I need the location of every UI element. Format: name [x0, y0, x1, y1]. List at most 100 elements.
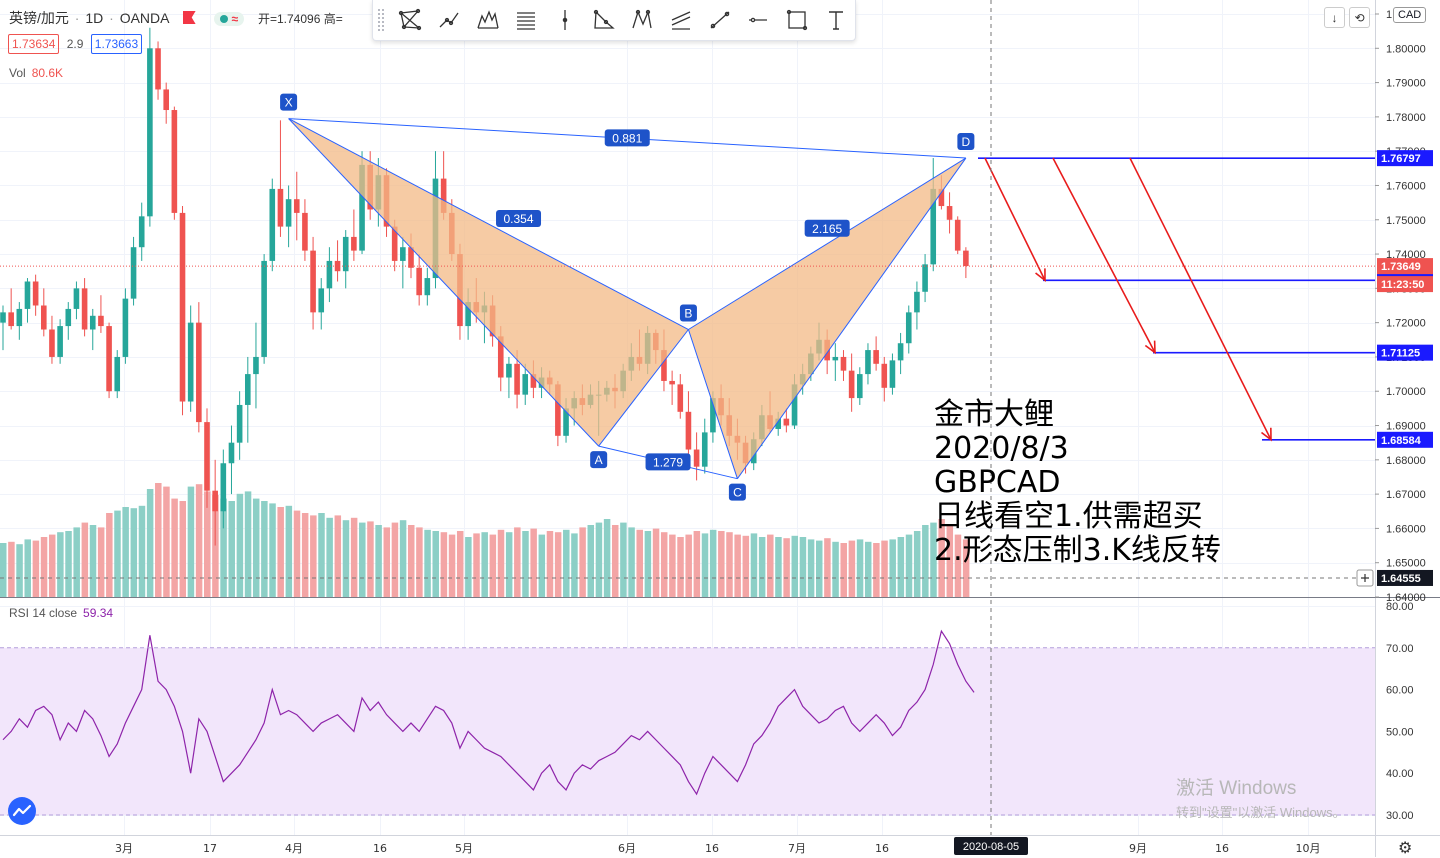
scroll-to-latest-button[interactable]: ↓: [1324, 7, 1345, 28]
symbol-header[interactable]: 英镑/加元 · 1D · OANDA ≈ 开=1.74096 高=: [9, 10, 343, 26]
candle: [522, 363, 529, 405]
volume-bar: [685, 534, 692, 597]
price-tick-label: 1.64000: [1386, 592, 1426, 604]
ask-price[interactable]: 1.73663: [90, 34, 143, 54]
toolbar-drag-handle[interactable]: [377, 8, 385, 32]
volume-label: Vol: [9, 66, 26, 80]
volume-bar: [913, 531, 921, 597]
candle: [57, 319, 63, 364]
bar-countdown-tag: 11:23:50: [1377, 276, 1433, 293]
price-tick-label: 1.79000: [1386, 78, 1426, 90]
price-tick-label: 1.65000: [1386, 558, 1426, 570]
volume-bar: [922, 525, 929, 597]
candle-body: [41, 305, 47, 330]
label-box: [728, 483, 746, 501]
candle-body: [49, 329, 55, 357]
volume-bar: [350, 517, 358, 597]
settings-gear-icon[interactable]: ⚙: [1398, 840, 1413, 857]
tag-text: 1.71125: [1381, 348, 1420, 360]
volume-bar: [473, 533, 480, 597]
volume-bar: [408, 525, 415, 597]
volume-bar: [579, 527, 586, 597]
market-status-badge[interactable]: ≈: [213, 12, 245, 26]
candle-body: [677, 384, 684, 412]
volume-bar: [301, 513, 309, 597]
analysis-annotation[interactable]: 金市大鲤 2020/8/3 GBPCAD 日线看空1.供需超买 2.形态压制3.…: [934, 398, 1221, 568]
candle: [98, 295, 104, 333]
rsi-line: [2, 629, 975, 796]
label-box: [496, 210, 542, 228]
candle-body: [938, 188, 945, 207]
candle: [0, 305, 6, 351]
candle-body: [16, 308, 23, 327]
time-tick-label: 16: [705, 842, 719, 855]
tradingview-logo-icon[interactable]: [8, 797, 36, 825]
flag-icon[interactable]: [182, 11, 196, 24]
candle: [946, 192, 953, 234]
tag-box: [1377, 150, 1433, 167]
candle: [506, 356, 512, 399]
volume-bar: [456, 531, 464, 597]
reset-chart-button[interactable]: ⟲: [1349, 7, 1370, 28]
volume-bar: [799, 537, 807, 597]
candle-body: [701, 432, 708, 467]
candle: [65, 302, 72, 340]
xabcd-pattern-icon[interactable]: [391, 2, 430, 38]
volume-bar: [571, 533, 578, 597]
candle-body: [114, 356, 121, 392]
vertical-line-icon[interactable]: [546, 2, 585, 38]
horizontal-ray-icon[interactable]: [739, 2, 778, 38]
volume-bar: [416, 527, 423, 597]
volume-bar: [595, 522, 603, 597]
rsi-value: 59.34: [83, 606, 114, 620]
polyline-icon[interactable]: [430, 2, 469, 38]
arrow-head: [1035, 268, 1046, 283]
crosshair-date-tag: 2020-08-05: [954, 837, 1028, 855]
candle: [24, 278, 31, 323]
parallel-channel-icon[interactable]: [662, 2, 701, 38]
interval-label[interactable]: 1D: [85, 10, 104, 26]
volume-bar: [660, 532, 668, 597]
rectangle-icon[interactable]: [778, 2, 817, 38]
volume-bar: [514, 527, 521, 597]
candle: [963, 247, 969, 279]
currency-tag[interactable]: CAD: [1393, 7, 1427, 23]
elliott-wave-icon[interactable]: [468, 2, 507, 38]
candle: [147, 27, 153, 227]
volume-bar: [962, 539, 970, 597]
rsi-indicator: [0, 629, 1375, 816]
bid-price[interactable]: 1.73634: [8, 34, 60, 54]
candle-body: [563, 408, 569, 436]
broker-label: OANDA: [119, 10, 169, 26]
volume-bar: [269, 503, 276, 597]
candle-body: [408, 247, 414, 268]
candle: [930, 158, 937, 272]
trend-line-icon[interactable]: [700, 2, 739, 38]
volume-bar: [440, 532, 448, 597]
price-tick-label: 1.74000: [1386, 249, 1426, 261]
candle-body: [8, 312, 14, 327]
candle-body: [89, 315, 96, 330]
candle-body: [351, 236, 357, 251]
candle-body: [440, 178, 447, 213]
candle: [334, 240, 341, 282]
current-price-tag: 1.73649: [1377, 258, 1433, 275]
symbol-name[interactable]: 英镑/加元: [9, 10, 69, 26]
candle-body: [954, 219, 961, 251]
time-tick-label: 9月: [1129, 842, 1147, 855]
abcd-pattern-icon[interactable]: [623, 2, 662, 38]
fib-retracement-icon[interactable]: [507, 2, 546, 38]
target-levels[interactable]: [978, 157, 1375, 442]
price-tick-label: 1.80000: [1386, 43, 1426, 55]
text-icon[interactable]: [816, 2, 855, 38]
rsi-legend[interactable]: RSI 14 close 59.34: [9, 606, 113, 620]
harmonic-pattern[interactable]: X A B C D 0.881 0.354 1.279 2.165: [280, 93, 975, 501]
time-tick-label: 17: [203, 842, 217, 855]
triangle-pattern-icon[interactable]: [584, 2, 623, 38]
candle: [155, 41, 161, 100]
volume-legend[interactable]: Vol 80.6K: [9, 66, 63, 80]
label-box: [604, 129, 650, 147]
pattern-triangle-bcd: [688, 158, 966, 479]
candle-body: [391, 226, 398, 261]
